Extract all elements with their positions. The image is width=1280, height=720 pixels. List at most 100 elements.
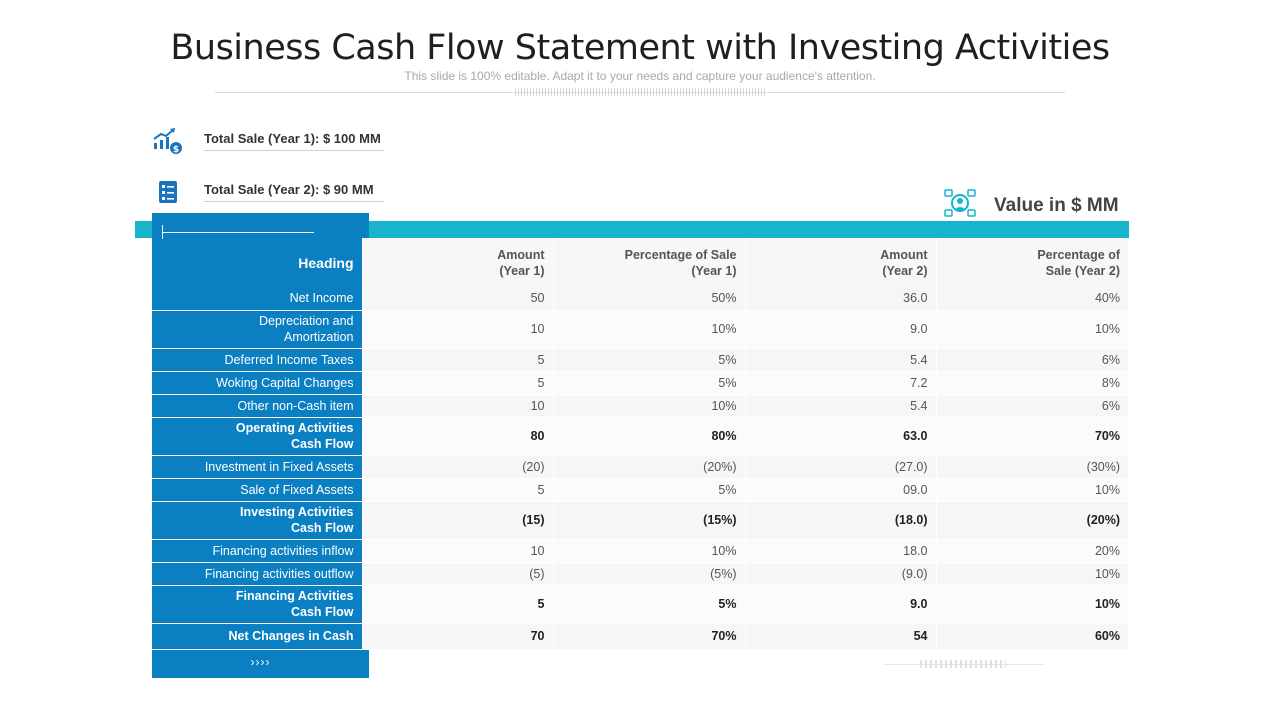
growth-chart-dollar-icon: $ bbox=[150, 126, 186, 156]
cell-pct-year1: 10% bbox=[552, 539, 745, 562]
cell-pct-year1: 10% bbox=[552, 310, 745, 348]
cell-pct-year2: 70% bbox=[935, 417, 1128, 455]
cell-amount-year2: 63.0 bbox=[744, 417, 936, 455]
value-unit-label: Value in $ MM bbox=[944, 188, 1119, 223]
cell-amount-year2: 7.2 bbox=[744, 371, 936, 394]
table-header-row: Heading Amount (Year 1) Percentage of Sa… bbox=[152, 238, 1128, 287]
table-header-pct-year1: Percentage of Sale (Year 1) bbox=[552, 238, 745, 287]
cell-amount-year1: (15) bbox=[361, 501, 553, 539]
list-document-icon bbox=[150, 177, 186, 207]
row-label: Financing Activities Cash Flow bbox=[235, 589, 354, 619]
page-title: Business Cash Flow Statement with Invest… bbox=[170, 28, 1110, 68]
cell-pct-year2: 6% bbox=[935, 394, 1128, 417]
table-row: Investing Activities Cash Flow (15) (15%)(… bbox=[152, 501, 1128, 539]
cell-amount-year1: 5 bbox=[361, 585, 553, 623]
cell-amount-year2: (18.0) bbox=[744, 501, 936, 539]
cell-pct-year1: 80% bbox=[552, 417, 745, 455]
row-label: Net Changes in Cash bbox=[228, 629, 354, 643]
table-row: Woking Capital Changes 5 5% 7.2 8% bbox=[152, 371, 1128, 394]
cell-amount-year2: 9.0 bbox=[744, 310, 936, 348]
row-label: Depreciation and Amortization bbox=[258, 314, 354, 344]
table-row: Financing activities outflow (5) (5%) (9.0)… bbox=[152, 562, 1128, 585]
table-row: Sale of Fixed Assets 5 5% 09.0 10% bbox=[152, 478, 1128, 501]
table-row: Deferred Income Taxes 5 5% 5.4 6% bbox=[152, 348, 1128, 371]
table-row: Financing activities inflow 10 10% 18.0 20% bbox=[152, 539, 1128, 562]
cell-amount-year2: 5.4 bbox=[744, 348, 936, 371]
cell-pct-year2: 10% bbox=[935, 585, 1128, 623]
header-accent-bar bbox=[135, 221, 1129, 238]
cell-amount-year2: (27.0) bbox=[744, 455, 936, 478]
cell-pct-year1: 5% bbox=[552, 348, 745, 371]
cell-pct-year2: 6% bbox=[935, 348, 1128, 371]
cell-pct-year2: (20%) bbox=[935, 501, 1128, 539]
table-header-amount-year2: Amount (Year 2) bbox=[744, 238, 936, 287]
cell-pct-year1: (15%) bbox=[552, 501, 745, 539]
column-accent-tick bbox=[162, 225, 163, 239]
cell-amount-year1: 5 bbox=[361, 348, 553, 371]
cell-amount-year1: 80 bbox=[361, 417, 553, 455]
table-header-pct-year2: Percentage of Sale (Year 2) bbox=[935, 238, 1128, 287]
table-row: Other non-Cash item 10 10% 5.4 6% bbox=[152, 394, 1128, 417]
row-label: Operating Activities Cash Flow bbox=[235, 421, 354, 451]
cell-pct-year1: 5% bbox=[552, 585, 745, 623]
cell-pct-year2: 8% bbox=[935, 371, 1128, 394]
table-row: Depreciation and Amortization 10 10% 9.0 10% bbox=[152, 310, 1128, 348]
cell-amount-year1: 10 bbox=[361, 539, 553, 562]
cell-pct-year1: 70% bbox=[552, 623, 745, 649]
title-divider-pattern bbox=[515, 88, 765, 96]
cell-amount-year2: (9.0) bbox=[744, 562, 936, 585]
cell-amount-year1: 10 bbox=[361, 394, 553, 417]
cell-pct-year2: 10% bbox=[935, 310, 1128, 348]
cell-amount-year1: 50 bbox=[361, 287, 553, 310]
cell-amount-year1: 5 bbox=[361, 371, 553, 394]
cell-amount-year1: 5 bbox=[361, 478, 553, 501]
cell-pct-year2: 60% bbox=[935, 623, 1128, 649]
cell-amount-year2: 9.0 bbox=[744, 585, 936, 623]
cell-pct-year1: 5% bbox=[552, 371, 745, 394]
cell-amount-year1: 10 bbox=[361, 310, 553, 348]
cell-amount-year2: 18.0 bbox=[744, 539, 936, 562]
cell-pct-year1: (20%) bbox=[552, 455, 745, 478]
cell-amount-year1: (20) bbox=[361, 455, 553, 478]
table-header-heading: Heading bbox=[298, 254, 354, 271]
cell-pct-year1: 50% bbox=[552, 287, 745, 310]
cell-pct-year2: 20% bbox=[935, 539, 1128, 562]
cell-pct-year2: 10% bbox=[935, 478, 1128, 501]
cell-amount-year2: 5.4 bbox=[744, 394, 936, 417]
table-row: Financing Activities Cash Flow 5 5% 9.0 10% bbox=[152, 585, 1128, 623]
row-label: Financing activities outflow bbox=[204, 566, 354, 581]
chevron-arrows-icon: ›››› bbox=[250, 655, 271, 669]
svg-text:$: $ bbox=[173, 145, 179, 155]
footer-divider-pattern bbox=[920, 660, 1006, 668]
cell-amount-year2: 36.0 bbox=[744, 287, 936, 310]
row-label: Other non-Cash item bbox=[237, 398, 354, 413]
row-label: Financing activities inflow bbox=[212, 543, 354, 558]
cash-flow-table: Heading Amount (Year 1) Percentage of Sa… bbox=[152, 238, 1128, 650]
cell-amount-year2: 09.0 bbox=[744, 478, 936, 501]
row-label: Investing Activities Cash Flow bbox=[240, 505, 354, 535]
table-row: Investment in Fixed Assets (20) (20%) (27.0… bbox=[152, 455, 1128, 478]
cell-pct-year2: 40% bbox=[935, 287, 1128, 310]
value-unit-text: Value in $ MM bbox=[994, 194, 1119, 216]
cell-pct-year2: 10% bbox=[935, 562, 1128, 585]
total-sale-year2-text: Total Sale (Year 2): $ 90 MM bbox=[204, 182, 384, 202]
table-header-amount-year1: Amount (Year 1) bbox=[361, 238, 553, 287]
cell-pct-year1: 5% bbox=[552, 478, 745, 501]
column-accent-line bbox=[162, 232, 314, 233]
cell-amount-year1: 70 bbox=[361, 623, 553, 649]
total-sale-year2: Total Sale (Year 2): $ 90 MM bbox=[150, 177, 384, 207]
cell-amount-year2: 54 bbox=[744, 623, 936, 649]
row-label-column-bg bbox=[152, 213, 369, 678]
money-person-icon bbox=[944, 188, 976, 223]
page-subtitle: This slide is 100% editable. Adapt it to… bbox=[404, 69, 876, 83]
table-row: Net Income 50 50% 36.0 40% bbox=[152, 287, 1128, 310]
total-sale-year1-text: Total Sale (Year 1): $ 100 MM bbox=[204, 131, 384, 151]
row-label: Woking Capital Changes bbox=[216, 375, 354, 390]
total-sale-year1: $ Total Sale (Year 1): $ 100 MM bbox=[150, 126, 384, 156]
table-row: Net Changes in Cash 70 70% 54 60% bbox=[152, 623, 1128, 649]
row-label: Deferred Income Taxes bbox=[224, 352, 354, 367]
cell-amount-year1: (5) bbox=[361, 562, 553, 585]
cell-pct-year2: (30%) bbox=[935, 455, 1128, 478]
table-row: Operating Activities Cash Flow 80 80% 63.0 7… bbox=[152, 417, 1128, 455]
row-label: Investment in Fixed Assets bbox=[204, 459, 354, 474]
